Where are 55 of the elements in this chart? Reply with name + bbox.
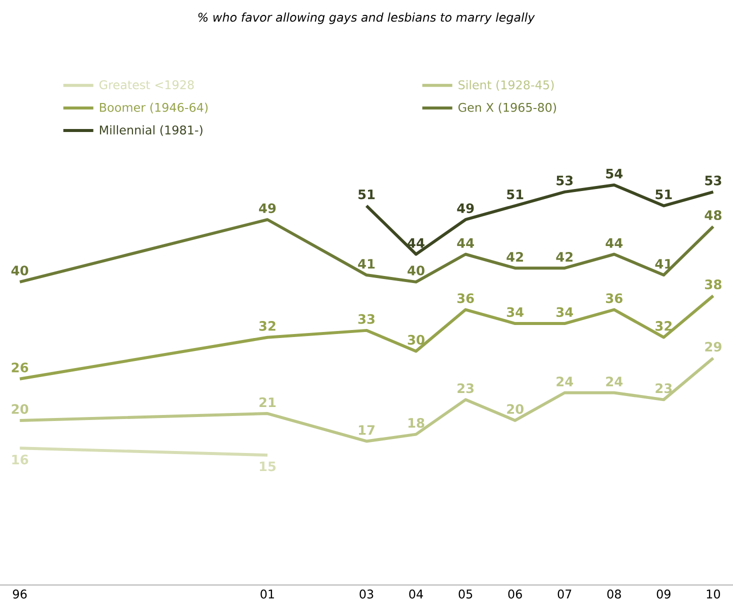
- data-label: 23: [656, 383, 672, 394]
- data-label: 29: [705, 342, 722, 352]
- data-label: 44: [457, 238, 474, 248]
- x-tick-label: 01: [260, 590, 274, 599]
- data-label: 42: [506, 252, 523, 262]
- data-label: 51: [507, 190, 524, 200]
- legend-label: Gen X (1965-80): [458, 102, 556, 114]
- x-tick-label: 08: [607, 590, 621, 599]
- data-label: 41: [358, 259, 375, 269]
- legend-label: Greatest <1928: [99, 80, 194, 90]
- data-label: 54: [606, 168, 623, 178]
- data-label: 16: [12, 454, 28, 464]
- data-label: 44: [408, 238, 424, 248]
- data-label: 33: [358, 314, 374, 324]
- data-label: 23: [458, 383, 474, 394]
- x-tick-label: 03: [360, 590, 374, 599]
- x-tick-label: 09: [656, 590, 670, 599]
- data-label: 18: [408, 418, 424, 428]
- data-label: 20: [12, 404, 28, 414]
- data-label: 40: [408, 266, 424, 276]
- data-label: 34: [506, 307, 524, 317]
- data-label: 42: [556, 252, 573, 262]
- data-label: 34: [556, 307, 574, 317]
- chart-title: % who favor allowing gays and lesbians to marry legally: [198, 12, 535, 24]
- data-label: 53: [556, 176, 573, 186]
- data-label: 30: [408, 334, 424, 345]
- data-label: 36: [606, 293, 622, 304]
- data-label: 48: [704, 210, 722, 220]
- data-label: 20: [507, 404, 524, 414]
- data-label: 44: [606, 238, 623, 248]
- data-label: 53: [705, 176, 722, 186]
- data-label: 26: [12, 362, 28, 372]
- data-label: 40: [11, 266, 28, 276]
- x-tick-label: 04: [409, 590, 423, 599]
- x-tick-label: 06: [508, 590, 522, 599]
- x-tick-label: 05: [458, 590, 472, 599]
- data-label: 32: [656, 321, 672, 331]
- data-label: 36: [457, 293, 474, 304]
- data-label: 51: [358, 190, 375, 200]
- data-label: 21: [259, 397, 276, 408]
- x-tick-label: 96: [12, 590, 27, 599]
- x-tick-label: 10: [706, 590, 720, 599]
- data-label: 38: [705, 279, 722, 290]
- data-label: 32: [259, 321, 276, 331]
- data-label: 17: [358, 425, 374, 435]
- legend-label: Silent (1928-45): [458, 80, 554, 91]
- data-label: 49: [259, 203, 276, 214]
- data-label: 24: [606, 376, 623, 386]
- legend-label: Millennial (1981-): [100, 125, 202, 136]
- data-label: 49: [457, 203, 474, 214]
- x-tick-label: 07: [558, 590, 572, 599]
- data-label: 51: [656, 190, 672, 200]
- legend-label: Boomer (1946-64): [100, 102, 208, 114]
- data-label: 15: [260, 462, 276, 472]
- data-label: 24: [556, 376, 574, 386]
